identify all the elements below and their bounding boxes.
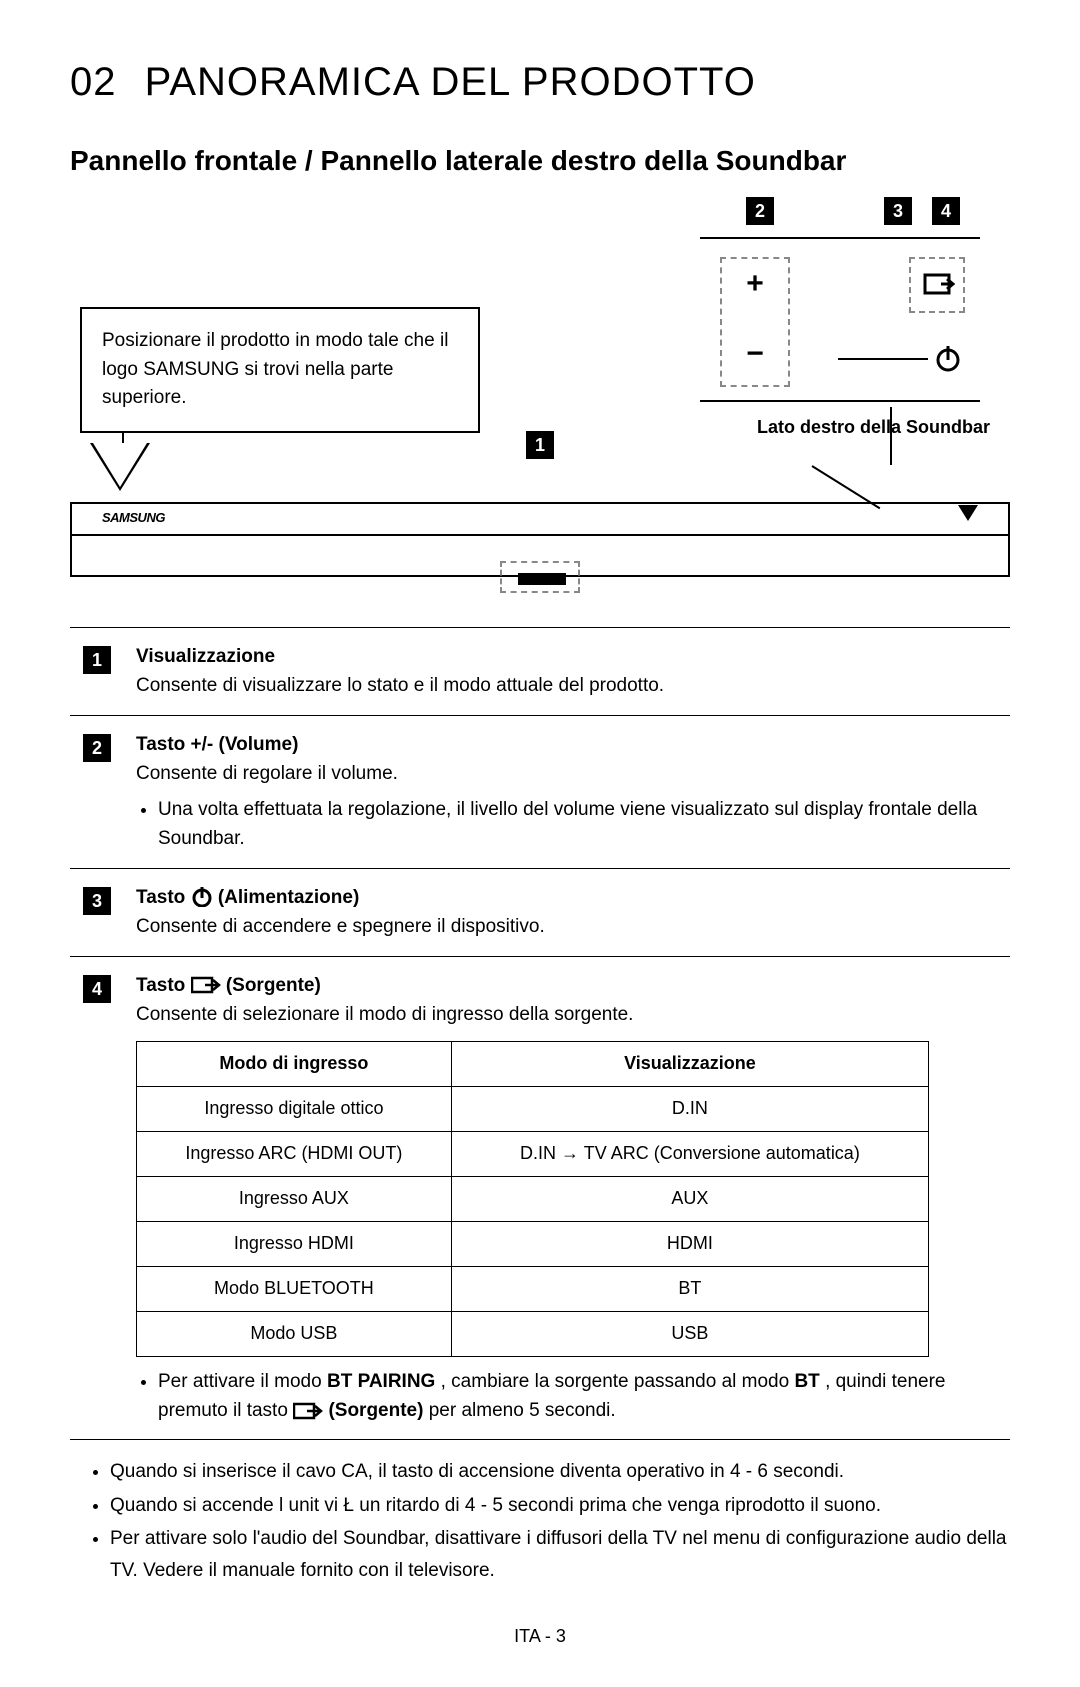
mode-cell: Ingresso ARC (HDMI OUT) — [137, 1132, 452, 1177]
orientation-hint-bubble: Posizionare il prodotto in modo tale che… — [80, 307, 480, 433]
table-row: 4 Tasto (Sorgente) Consente di seleziona… — [70, 956, 1010, 1440]
mode-cell: AUX — [451, 1177, 928, 1222]
display-slot-fill — [518, 573, 566, 585]
row-1-desc: Consente di visualizzare lo stato e il m… — [136, 675, 664, 696]
mode-table-header-2: Visualizzazione — [451, 1042, 928, 1087]
row-2-badge: 2 — [83, 734, 111, 762]
row-3-desc: Consente di accendere e spegnere il disp… — [136, 916, 545, 937]
row-2-title: Tasto +/- (Volume) — [136, 730, 998, 759]
mode-cell: BT — [451, 1266, 928, 1311]
callout-3-badge: 3 — [884, 197, 912, 225]
mode-cell: Modo USB — [137, 1311, 452, 1356]
mode-cell: Ingresso HDMI — [137, 1221, 452, 1266]
mode-cell: D.IN — [451, 1087, 928, 1132]
mode-cell: HDMI — [451, 1221, 928, 1266]
mode-cell: USB — [451, 1311, 928, 1356]
table-row: Modo BLUETOOTHBT — [137, 1266, 929, 1311]
table-row: 1 Visualizzazione Consente di visualizza… — [70, 628, 1010, 716]
tail-note-pre: Per attivare il modo — [158, 1371, 327, 1392]
table-row: 3 Tasto (Alimentazione) Consente di acce… — [70, 868, 1010, 956]
table-row: Ingresso ARC (HDMI OUT)D.IN → TV ARC (Co… — [137, 1132, 929, 1177]
row-4-badge: 4 — [83, 975, 111, 1003]
input-mode-table: Modo di ingresso Visualizzazione Ingress… — [136, 1041, 929, 1356]
table-row: 2 Tasto +/- (Volume) Consente di regolar… — [70, 715, 1010, 868]
power-icon — [191, 885, 213, 907]
tail-note-mid: , cambiare la sorgente passando al modo — [441, 1371, 790, 1392]
table-row: Ingresso digitale otticoD.IN — [137, 1087, 929, 1132]
source-icon — [191, 975, 221, 995]
row-2-bullet-1: Una volta effettuata la regolazione, il … — [158, 795, 998, 854]
table-row: Modo USBUSB — [137, 1311, 929, 1356]
row-1-title: Visualizzazione — [136, 642, 998, 671]
chapter-title: 02 PANORAMICA DEL PRODOTTO — [70, 60, 1010, 105]
side-pointer-line — [890, 407, 892, 465]
row-4-tail-note-item: Per attivare il modo BT PAIRING , cambia… — [158, 1367, 998, 1426]
chapter-number: 02 — [70, 60, 117, 104]
row-4-tail-note: Per attivare il modo BT PAIRING , cambia… — [136, 1367, 998, 1426]
table-row: Ingresso AUXAUX — [137, 1177, 929, 1222]
row-4-title: Tasto (Sorgente) — [136, 971, 998, 1000]
row-1-badge: 1 — [83, 646, 111, 674]
volume-minus-icon: − — [737, 339, 773, 375]
row-3-badge: 3 — [83, 887, 111, 915]
page-note-3: Per attivare solo l'audio del Soundbar, … — [110, 1523, 1010, 1586]
source-icon — [923, 273, 955, 299]
volume-buttons-outline: + − — [720, 257, 790, 387]
side-control-panel: 2 3 4 + − — [700, 237, 980, 402]
soundbar-top-strip: SAMSUNG — [72, 504, 1008, 536]
row-4-title-suffix: (Sorgente) — [226, 975, 321, 996]
mode-table-header-1: Modo di ingresso — [137, 1042, 452, 1087]
volume-plus-icon: + — [737, 269, 773, 305]
mode-cell: Ingresso AUX — [137, 1177, 452, 1222]
orientation-hint-text: Posizionare il prodotto in modo tale che… — [102, 330, 448, 408]
callout-4-badge: 4 — [932, 197, 960, 225]
power-icon — [934, 344, 962, 372]
page-footer: ITA - 3 — [70, 1626, 1010, 1647]
source-icon — [293, 1401, 323, 1421]
controls-description-table: 1 Visualizzazione Consente di visualizza… — [70, 627, 1010, 1440]
chapter-title-text: PANORAMICA DEL PRODOTTO — [145, 60, 756, 104]
side-panel-label: Lato destro della Soundbar — [757, 417, 990, 438]
page-note-1: Quando si inserisce il cavo CA, il tasto… — [110, 1456, 1010, 1487]
table-row: Ingresso HDMIHDMI — [137, 1221, 929, 1266]
callout-2-badge: 2 — [746, 197, 774, 225]
row-2-bullets: Una volta effettuata la regolazione, il … — [136, 795, 998, 854]
section-title: Pannello frontale / Pannello laterale de… — [70, 145, 1010, 177]
mode-cell: Ingresso digitale ottico — [137, 1087, 452, 1132]
tail-note-bold-1: BT PAIRING — [327, 1371, 435, 1392]
soundbar-body: SAMSUNG — [70, 502, 1010, 577]
page-note-2: Quando si accende l unit vi Ł un ritardo… — [110, 1490, 1010, 1521]
tail-note-bold-3: (Sorgente) — [328, 1400, 423, 1421]
product-diagram: 2 3 4 + − Lato destro della Soundbar Pos… — [70, 207, 1010, 607]
samsung-logo: SAMSUNG — [102, 510, 165, 525]
row-3-title-suffix: (Alimentazione) — [218, 887, 359, 908]
page-notes-list: Quando si inserisce il cavo CA, il tasto… — [70, 1456, 1010, 1585]
bubble-tail-inner — [93, 443, 147, 487]
source-button-outline — [909, 257, 965, 313]
power-lead-line — [838, 358, 928, 360]
row-4-title-prefix: Tasto — [136, 975, 191, 996]
tail-note-bold-2: BT — [794, 1371, 819, 1392]
row-2-desc: Consente di regolare il volume. — [136, 763, 398, 784]
mode-cell: Modo BLUETOOTH — [137, 1266, 452, 1311]
row-4-desc: Consente di selezionare il modo di ingre… — [136, 1004, 633, 1025]
row-3-title: Tasto (Alimentazione) — [136, 883, 998, 912]
row-3-title-prefix: Tasto — [136, 887, 191, 908]
callout-1-badge: 1 — [526, 431, 554, 459]
display-slot-outline — [500, 561, 580, 593]
mode-cell: D.IN → TV ARC (Conversione automatica) — [451, 1132, 928, 1177]
tail-note-post2: per almeno 5 secondi. — [429, 1400, 616, 1421]
